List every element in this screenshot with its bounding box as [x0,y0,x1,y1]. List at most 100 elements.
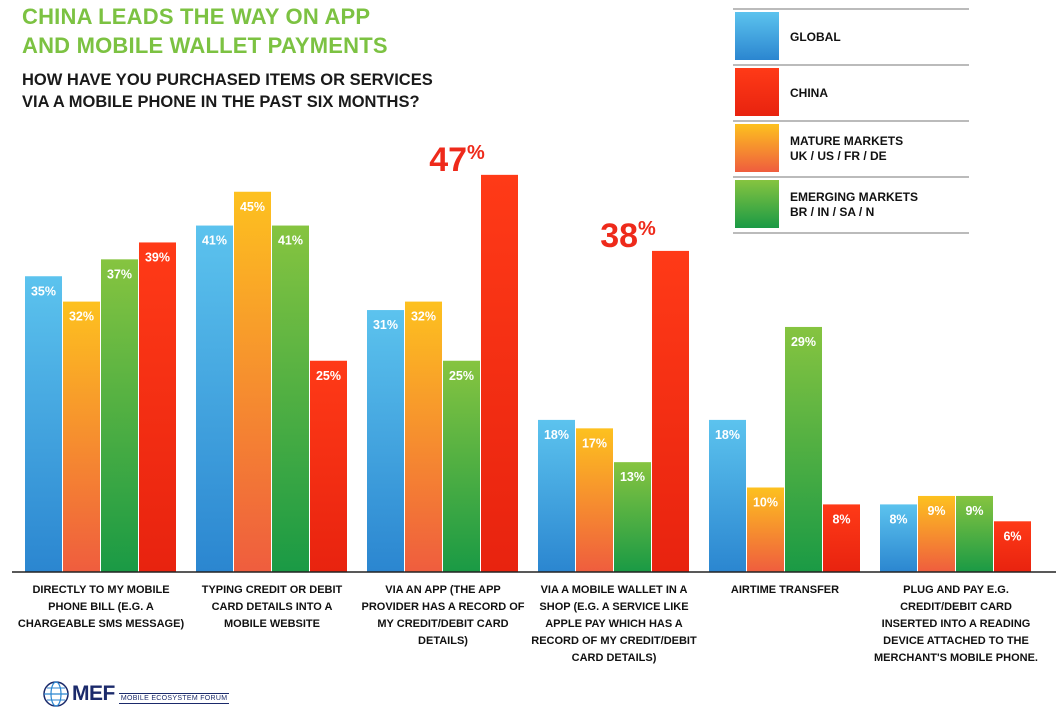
category-label-5-line-1: AIRTIME TRANSFER [730,584,840,596]
bar-emerging-markets-6 [956,495,993,572]
category-label-1-line-3: CHARGEABLE SMS MESSAGE) [17,618,185,630]
bar-emerging-markets-1 [101,259,138,572]
category-label-3: VIA AN APP (THE APP PROVIDER HAS A RECORD… [358,582,528,650]
legend-item-emerging-markets: EMERGING MARKETS BR / IN / SA / N [733,176,969,234]
chart-title-line-2: AND MOBILE WALLET PAYMENTS [22,33,388,58]
category-label-6-line-4: DEVICE ATTACHED TO THE [883,635,1029,647]
data-label-china-2: 25% [316,369,341,383]
category-label-6-line-5: MERCHANT'S MOBILE PHONE. [874,652,1038,664]
bar-global-4 [538,419,575,572]
data-label-china-6: 6% [1003,529,1021,543]
bar-mature-markets-4 [576,428,613,572]
data-label-global-1: 35% [31,284,56,298]
category-label-6: PLUG AND PAY E.G. CREDIT/DEBIT CARD INSERT… [871,582,1041,667]
category-label-2-line-1: TYPING CREDIT OR DEBIT [201,584,343,596]
legend-item-global: GLOBAL [733,8,969,64]
mef-logo-subtext: MOBILE ECOSYSTEM FORUM [118,692,230,704]
category-label-4-line-4: RECORD OF MY CREDIT/DEBIT [531,635,697,647]
legend-item-china: CHINA [733,64,969,120]
category-label-4-line-2: SHOP (E.G. A SERVICE LIKE [539,601,689,613]
data-label-emerging-markets-4: 13% [620,470,645,484]
category-label-4-line-1: VIA A MOBILE WALLET IN A [540,584,688,596]
bar-mature-markets-2 [234,191,271,572]
category-label-6-line-1: PLUG AND PAY E.G. [903,584,1009,596]
legend-swatch-emerging-markets [735,180,779,228]
data-label-global-3: 31% [373,318,398,332]
category-label-2-line-3: MOBILE WEBSITE [224,618,320,630]
bar-global-6 [880,504,917,572]
mef-logo: MEF MOBILE ECOSYSTEM FORUM [42,680,230,708]
data-label-global-6: 8% [889,512,907,526]
category-label-1: DIRECTLY TO MY MOBILE PHONE BILL (E.G. A C… [16,582,186,633]
chart-subtitle-line-2: VIA A MOBILE PHONE IN THE PAST SIX MONTH… [22,93,420,111]
bar-china-1 [139,242,176,572]
data-label-mature-markets-4: 17% [582,436,607,450]
category-label-4: VIA A MOBILE WALLET IN A SHOP (E.G. A SER… [529,582,699,667]
bar-emerging-markets-2 [272,225,309,573]
data-label-global-5: 18% [715,428,740,442]
chart-title-line-1: CHINA LEADS THE WAY ON APP [22,4,371,29]
data-label-emerging-markets-5: 29% [791,335,816,349]
legend-label-mature-markets: MATURE MARKETS [790,134,904,148]
data-label-global-2: 41% [202,234,227,248]
bar-china-4 [652,250,689,572]
legend-item-mature-markets: MATURE MARKETS UK / US / FR / DE [733,120,969,176]
data-label-mature-markets-6: 9% [927,504,945,518]
chart-subtitle-line-1: HOW HAVE YOU PURCHASED ITEMS OR SERVICES [22,71,433,89]
bar-global-3 [367,310,404,572]
mef-globe-icon [43,681,69,707]
bars-group: 35% 32% 37% 39% 41% 45% 41% 25% 31% 32% 25% 47% 18% 1… [25,141,1031,573]
category-label-6-line-3: INSERTED INTO A READING [881,618,1031,630]
category-label-4-line-5: CARD DETAILS) [571,652,657,664]
category-label-3-line-4: DETAILS) [418,635,468,647]
bar-emerging-markets-4 [614,462,651,572]
bar-mature-markets-1 [63,301,100,572]
category-label-3-line-1: VIA AN APP (THE APP [385,584,501,596]
data-label-emerging-markets-3: 25% [449,369,474,383]
data-label-emerging-markets-6: 9% [965,504,983,518]
legend-label-emerging-markets: EMERGING MARKETS [790,190,919,204]
bar-emerging-markets-3 [443,360,480,572]
legend-sublabel-mature-markets: UK / US / FR / DE [790,149,887,163]
mef-logo-text: MEF [72,682,115,705]
data-label-china-1: 39% [145,250,170,264]
category-label-1-line-1: DIRECTLY TO MY MOBILE [32,584,170,596]
bar-mature-markets-3 [405,301,442,572]
data-label-china-5: 8% [832,512,850,526]
bar-global-2 [196,225,233,573]
legend-label-china: CHINA [790,85,828,100]
legend-swatch-global [735,12,779,60]
category-label-3-line-2: PROVIDER HAS A RECORD OF [361,601,525,613]
category-label-6-line-2: CREDIT/DEBIT CARD [900,601,1012,613]
data-label-china-4: 38% [600,217,656,255]
bar-global-1 [25,276,62,572]
category-label-4-line-3: APPLE PAY WHICH HAS A [545,618,683,630]
legend-sublabel-emerging-markets: BR / IN / SA / N [790,205,875,219]
legend-swatch-mature-markets [735,124,779,172]
data-label-mature-markets-1: 32% [69,310,94,324]
legend: GLOBAL CHINA MATURE MARKETS UK / US / FR… [733,8,969,234]
data-label-mature-markets-2: 45% [240,200,265,214]
data-label-emerging-markets-2: 41% [278,234,303,248]
bar-china-2 [310,360,347,572]
bar-china-5 [823,504,860,572]
legend-label-global: GLOBAL [790,29,841,44]
bar-mature-markets-6 [918,495,955,572]
bar-china-6 [994,521,1031,572]
bar-global-5 [709,419,746,572]
data-label-mature-markets-3: 32% [411,310,436,324]
bar-emerging-markets-5 [785,326,822,572]
data-label-mature-markets-5: 10% [753,496,778,510]
data-label-emerging-markets-1: 37% [107,267,132,281]
category-label-2-line-2: CARD DETAILS INTO A [211,601,333,613]
data-label-china-3: 47% [429,141,485,179]
chart-title: CHINA LEADS THE WAY ON APP AND MOBILE WA… [22,2,388,60]
bar-mature-markets-5 [747,487,784,572]
category-label-3-line-3: MY CREDIT/DEBIT CARD [377,618,509,630]
data-label-global-4: 18% [544,428,569,442]
chart-subtitle: HOW HAVE YOU PURCHASED ITEMS OR SERVICES… [22,69,433,113]
bar-china-3 [481,174,518,572]
category-label-5: AIRTIME TRANSFER [700,582,870,599]
category-label-1-line-2: PHONE BILL (E.G. A [48,601,154,613]
